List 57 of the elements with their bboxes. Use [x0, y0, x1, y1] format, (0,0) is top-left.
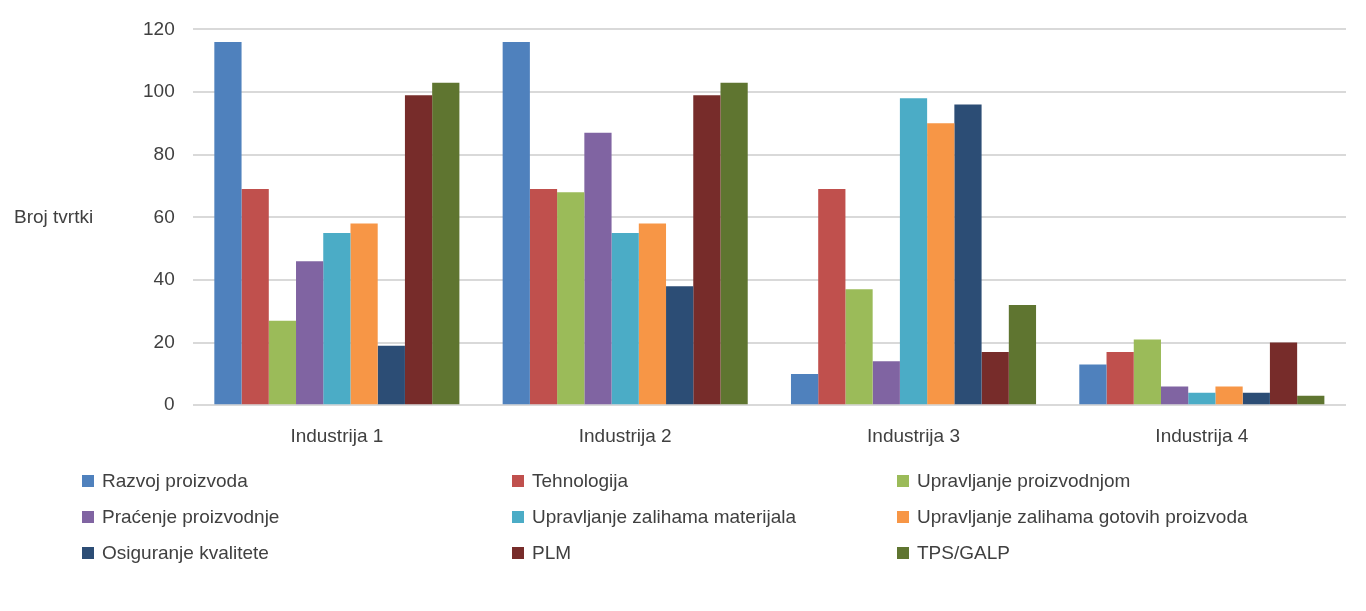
bar [1269, 342, 1298, 405]
bar [927, 123, 955, 405]
x-tick-label: Industrija 1 [290, 424, 384, 446]
bar [241, 189, 269, 405]
y-axis-title: Broj tvrtki [14, 205, 94, 227]
bar [872, 361, 900, 405]
bar [1188, 392, 1216, 405]
bar [584, 132, 612, 405]
bar [1008, 304, 1037, 405]
bar [693, 95, 721, 405]
bar [432, 82, 460, 405]
legend-label: Upravljanje proizvodnjom [917, 470, 1131, 492]
legend-label: TPS/GALP [917, 542, 1010, 564]
x-tick-label: Industrija 2 [578, 424, 672, 446]
bar [377, 345, 405, 405]
bar [981, 351, 1009, 405]
x-tick-label: Industrija 3 [867, 424, 960, 446]
bar [323, 232, 351, 405]
bar [529, 189, 558, 405]
bar [1215, 386, 1243, 405]
bar [720, 82, 748, 405]
legend-label: Osiguranje kvalitete [102, 542, 269, 564]
bar [296, 261, 324, 405]
bar [502, 41, 530, 405]
bar [899, 98, 928, 405]
bar [350, 223, 378, 405]
bar [404, 95, 433, 405]
bar [268, 320, 297, 405]
y-tick-label: 80 [153, 142, 175, 164]
legend-label: Razvoj proizvoda [102, 470, 248, 492]
bar [1079, 364, 1107, 405]
x-tick-label: Industrija 4 [1155, 424, 1249, 446]
legend-label: Tehnologija [532, 470, 629, 492]
y-tick-label: 20 [153, 330, 175, 352]
bar [638, 223, 667, 405]
bar [818, 189, 846, 405]
bar [666, 286, 694, 405]
legend-label: Upravljanje zalihama materijala [532, 506, 797, 528]
bar [1160, 386, 1189, 405]
y-tick-label: 60 [153, 205, 175, 227]
y-tick-label: 40 [153, 268, 175, 290]
legend-label: PLM [532, 542, 572, 564]
bar [1242, 392, 1270, 405]
legend-label: Praćenje proizvodnje [102, 506, 280, 528]
y-tick-label: 120 [143, 17, 175, 39]
y-tick-label: 0 [164, 393, 175, 415]
legend-label: Upravljanje zalihama gotovih proizvoda [917, 506, 1248, 528]
bar [214, 41, 242, 405]
bar [1106, 351, 1134, 405]
bar [1297, 395, 1325, 405]
bar [1133, 339, 1161, 405]
bar [611, 232, 639, 405]
bar [557, 192, 585, 405]
y-tick-label: 100 [143, 80, 175, 102]
bar [954, 104, 982, 405]
bar [790, 373, 819, 405]
bar [845, 289, 873, 405]
